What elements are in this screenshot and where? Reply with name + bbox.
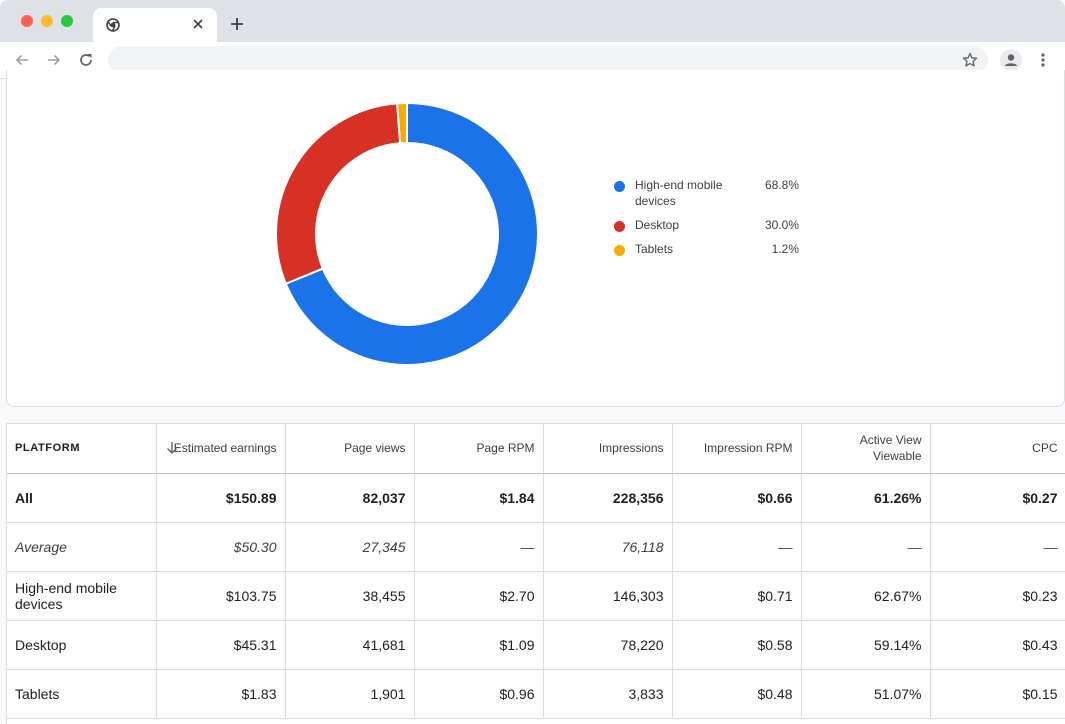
window-close-button[interactable] — [21, 15, 33, 27]
cell-cpc: — — [930, 522, 1065, 572]
cell-impression-rpm: $0.66 — [672, 473, 802, 523]
sort-descending-icon[interactable] — [166, 441, 178, 455]
donut-slice-tablets[interactable] — [396, 101, 408, 145]
window-minimize-button[interactable] — [41, 15, 53, 27]
browser-tab[interactable] — [93, 8, 217, 42]
table-row-desktop: Desktop $45.31 41,681 $1.09 78,220 $0.58… — [7, 620, 1065, 670]
profile-avatar-icon[interactable] — [1000, 49, 1022, 71]
cell-active-view: 62.67% — [801, 571, 931, 621]
legend-swatch — [614, 181, 625, 192]
column-header-active-view[interactable]: Active View Viewable — [801, 424, 931, 474]
cell-impressions: 76,118 — [543, 522, 673, 572]
column-header-impression-rpm[interactable]: Impression RPM — [672, 424, 802, 474]
cell-active-view: 51.07% — [801, 669, 931, 719]
back-arrow-icon[interactable] — [13, 51, 31, 69]
column-header-page-rpm[interactable]: Page RPM — [414, 424, 544, 474]
cell-impressions: 3,833 — [543, 669, 673, 719]
column-header-impressions[interactable]: Impressions — [543, 424, 673, 474]
legend-label: Desktop — [635, 218, 680, 232]
cell-cpc: $0.23 — [930, 571, 1065, 621]
legend-value: 68.8% — [764, 178, 799, 192]
forward-arrow-icon[interactable] — [45, 51, 63, 69]
cell-impression-rpm: — — [672, 522, 802, 572]
cell-platform: Average — [7, 522, 157, 572]
cell-impressions: 146,303 — [543, 571, 673, 621]
legend-value: 30.0% — [764, 218, 799, 232]
cell-impression-rpm: $0.48 — [672, 669, 802, 719]
legend-item-high-end-mobile[interactable]: High-end mobile devices 68.8% — [614, 177, 814, 217]
chart-legend: High-end mobile devices 68.8% Desktop 30… — [614, 177, 814, 265]
table-row-tablets: Tablets $1.83 1,901 $0.96 3,833 $0.48 51… — [7, 669, 1065, 719]
cell-page-views: 38,455 — [285, 571, 415, 621]
cell-page-rpm: $1.09 — [414, 620, 544, 670]
cell-active-view: 61.26% — [801, 473, 931, 523]
legend-item-desktop[interactable]: Desktop 30.0% — [614, 217, 814, 241]
column-header-label: Estimated earnings — [173, 441, 277, 456]
cell-page-views: 82,037 — [285, 473, 415, 523]
cell-page-rpm: $0.96 — [414, 669, 544, 719]
legend-label: Tablets — [635, 242, 674, 256]
table-row-average: Average $50.30 27,345 — 76,118 — — — — [7, 522, 1065, 572]
legend-label: High-end mobile devices — [635, 178, 723, 208]
reload-icon[interactable] — [77, 51, 95, 69]
new-tab-icon[interactable] — [229, 16, 245, 32]
cell-active-view: 59.14% — [801, 620, 931, 670]
window-maximize-button[interactable] — [61, 15, 73, 27]
address-bar[interactable] — [108, 46, 988, 74]
browser-tab-bar — [0, 0, 1065, 42]
cell-impressions: 78,220 — [543, 620, 673, 670]
cell-earnings: $150.89 — [156, 473, 286, 523]
browser-toolbar — [0, 42, 1065, 79]
cell-page-rpm: $1.84 — [414, 473, 544, 523]
cell-page-views: 41,681 — [285, 620, 415, 670]
legend-swatch — [614, 221, 625, 232]
cell-platform: Tablets — [7, 669, 157, 719]
donut-slice-desktop[interactable] — [275, 102, 402, 286]
column-header-platform[interactable]: PLATFORM — [7, 424, 157, 474]
legend-swatch — [614, 245, 625, 256]
cell-platform: Desktop — [7, 620, 157, 670]
legend-item-tablets[interactable]: Tablets 1.2% — [614, 241, 814, 265]
platform-report-table: PLATFORM Estimated earnings Page views P… — [6, 423, 1065, 724]
kebab-menu-icon[interactable] — [1036, 52, 1050, 68]
cell-platform: High-end mobile devices — [7, 571, 157, 621]
cell-earnings: $45.31 — [156, 620, 286, 670]
cell-cpc: $0.27 — [930, 473, 1065, 523]
column-header-estimated-earnings[interactable]: Estimated earnings — [156, 424, 286, 474]
cell-active-view: — — [801, 522, 931, 572]
close-icon[interactable] — [190, 16, 206, 32]
bookmark-star-icon[interactable] — [962, 52, 978, 68]
chart-card: High-end mobile devices 68.8% Desktop 30… — [6, 70, 1065, 407]
platform-donut-chart — [275, 101, 539, 366]
legend-value: 1.2% — [771, 242, 799, 256]
chrome-icon — [106, 18, 120, 32]
column-header-cpc[interactable]: CPC — [930, 424, 1065, 474]
donut-slice-high-end-mobile[interactable] — [284, 101, 539, 366]
cell-impression-rpm: $0.58 — [672, 620, 802, 670]
cell-earnings: $103.75 — [156, 571, 286, 621]
cell-cpc: $0.15 — [930, 669, 1065, 719]
column-header-page-views[interactable]: Page views — [285, 424, 415, 474]
cell-page-views: 1,901 — [285, 669, 415, 719]
table-header-row: PLATFORM Estimated earnings Page views P… — [7, 424, 1065, 474]
cell-page-views: 27,345 — [285, 522, 415, 572]
cell-earnings: $50.30 — [156, 522, 286, 572]
cell-impression-rpm: $0.71 — [672, 571, 802, 621]
table-row-high-end-mobile: High-end mobile devices $103.75 38,455 $… — [7, 571, 1065, 621]
cell-cpc: $0.43 — [930, 620, 1065, 670]
cell-page-rpm: $2.70 — [414, 571, 544, 621]
cell-platform: All — [7, 473, 157, 523]
cell-earnings: $1.83 — [156, 669, 286, 719]
cell-page-rpm: — — [414, 522, 544, 572]
cell-impressions: 228,356 — [543, 473, 673, 523]
table-row-all: All $150.89 82,037 $1.84 228,356 $0.66 6… — [7, 473, 1065, 523]
